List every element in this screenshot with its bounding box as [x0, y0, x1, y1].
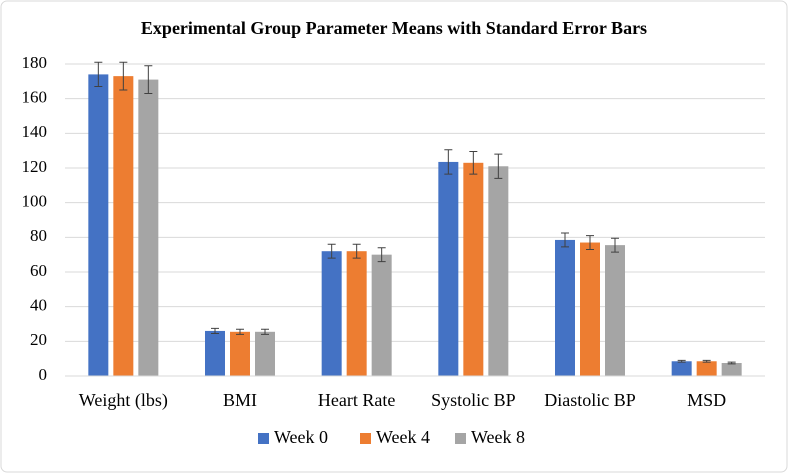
- y-tick-label: 20: [30, 330, 47, 349]
- error-bar: [727, 361, 736, 365]
- bar: [371, 254, 392, 376]
- bar: [113, 76, 134, 376]
- bar: [671, 361, 692, 376]
- x-tick-label: Heart Rate: [318, 390, 395, 410]
- error-bar: [261, 328, 269, 335]
- error-bar: [94, 61, 103, 88]
- y-tick-label: 0: [39, 365, 48, 384]
- error-bar: [327, 243, 336, 259]
- x-tick-label: BMI: [223, 390, 257, 410]
- bar: [488, 166, 509, 376]
- y-tick-label: 80: [30, 226, 47, 245]
- bar: [580, 242, 600, 376]
- error-bar: [702, 359, 711, 363]
- bar: [230, 331, 250, 376]
- y-tick-label: 60: [30, 261, 47, 280]
- bar: [696, 361, 717, 376]
- bar: [463, 162, 484, 376]
- legend-label: Week 0: [274, 427, 328, 447]
- error-bar: [611, 237, 619, 253]
- error-bar: [236, 328, 244, 335]
- bar: [205, 330, 225, 376]
- bar: [88, 74, 109, 377]
- y-tick-label: 140: [22, 122, 48, 141]
- error-bar: [352, 243, 361, 259]
- error-bar: [444, 149, 453, 175]
- bar: [555, 239, 575, 376]
- legend-label: Week 4: [376, 427, 430, 447]
- bar: [346, 251, 367, 376]
- error-bar: [119, 61, 128, 91]
- error-bar: [677, 359, 686, 363]
- x-tick-label: Systolic BP: [431, 390, 516, 410]
- bar: [255, 331, 275, 376]
- x-tick-label: Diastolic BP: [544, 390, 636, 410]
- y-tick-label: 40: [30, 296, 47, 315]
- bar: [321, 251, 342, 376]
- y-tick-label: 160: [22, 88, 48, 107]
- legend-swatch: [360, 433, 371, 444]
- bar: [605, 245, 625, 376]
- error-bar: [561, 232, 569, 248]
- x-tick-label: MSD: [687, 390, 726, 410]
- bar: [721, 363, 742, 376]
- legend-swatch: [258, 433, 269, 444]
- y-tick-label: 180: [22, 53, 48, 72]
- error-bar: [377, 247, 386, 263]
- bar: [438, 161, 459, 376]
- error-bar: [586, 235, 594, 250]
- bar: [138, 79, 159, 376]
- y-tick-label: 100: [22, 192, 48, 211]
- x-tick-label: Weight (lbs): [79, 390, 168, 411]
- error-bar: [494, 153, 503, 179]
- error-bar: [211, 327, 219, 335]
- error-bar: [144, 65, 153, 94]
- y-tick-label: 120: [22, 157, 48, 176]
- legend-label: Week 8: [471, 427, 525, 447]
- chart-title: Experimental Group Parameter Means with …: [141, 18, 647, 38]
- error-bar: [469, 151, 478, 175]
- legend-swatch: [455, 433, 466, 444]
